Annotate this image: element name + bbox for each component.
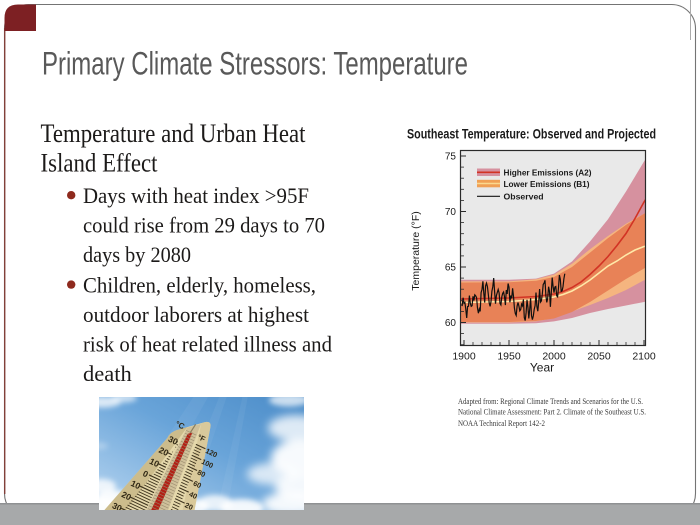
svg-text:1900: 1900 [452,351,476,363]
svg-text:Children, elderly, homeless,: Children, elderly, homeless, [83,273,316,298]
svg-text:0: 0 [141,468,150,479]
svg-text:80: 80 [196,468,207,480]
svg-text:risk of heat related illness a: risk of heat related illness and [83,332,332,357]
svg-text:NOAA Technical Report 142-2: NOAA Technical Report 142-2 [458,418,545,428]
svg-text:National Climate Assessment: P: National Climate Assessment: Part 2. Cli… [458,407,646,417]
svg-text:Observed: Observed [504,191,544,201]
svg-text:60: 60 [445,318,457,329]
svg-text:2050: 2050 [587,351,611,363]
svg-text:days by 2080: days by 2080 [83,242,191,267]
svg-text:Primary Climate Stressors: Tem: Primary Climate Stressors: Temperature [42,45,468,81]
svg-text:death: death [83,361,132,386]
svg-text:Adapted from: Regional Climate: Adapted from: Regional Climate Trends an… [458,396,643,406]
svg-text:10: 10 [148,456,161,469]
svg-text:Higher Emissions (A2): Higher Emissions (A2) [504,168,592,178]
svg-text:Days with heat index >95F: Days with heat index >95F [83,183,309,208]
svg-text:outdoor laborers at highest: outdoor laborers at highest [83,302,310,327]
svg-text:Southeast Temperature: Observe: Southeast Temperature: Observed and Proj… [407,127,656,142]
svg-text:°C: °C [174,419,186,431]
svg-text:°F: °F [196,432,207,444]
svg-text:60: 60 [192,479,203,491]
svg-text:Temperature and Urban Heat: Temperature and Urban Heat [41,118,307,148]
svg-text:30: 30 [111,500,124,513]
svg-text:40: 40 [188,489,199,501]
svg-text:could rise from 29 days to 70: could rise from 29 days to 70 [83,213,325,238]
svg-text:70: 70 [445,207,457,218]
svg-text:20: 20 [157,445,170,458]
svg-text:2000: 2000 [542,351,566,363]
svg-text:2100: 2100 [632,351,656,363]
svg-text:75: 75 [445,152,457,163]
svg-text:20: 20 [120,489,133,502]
svg-text:Temperature (°F): Temperature (°F) [410,211,422,290]
svg-text:30: 30 [167,434,180,447]
svg-text:Lower Emissions (B1): Lower Emissions (B1) [504,179,590,189]
svg-text:1950: 1950 [497,351,521,363]
svg-text:20: 20 [183,500,194,512]
svg-text:Year: Year [530,361,554,375]
svg-text:65: 65 [445,263,457,274]
svg-text:Island Effect: Island Effect [41,148,159,178]
svg-text:10: 10 [129,478,142,491]
